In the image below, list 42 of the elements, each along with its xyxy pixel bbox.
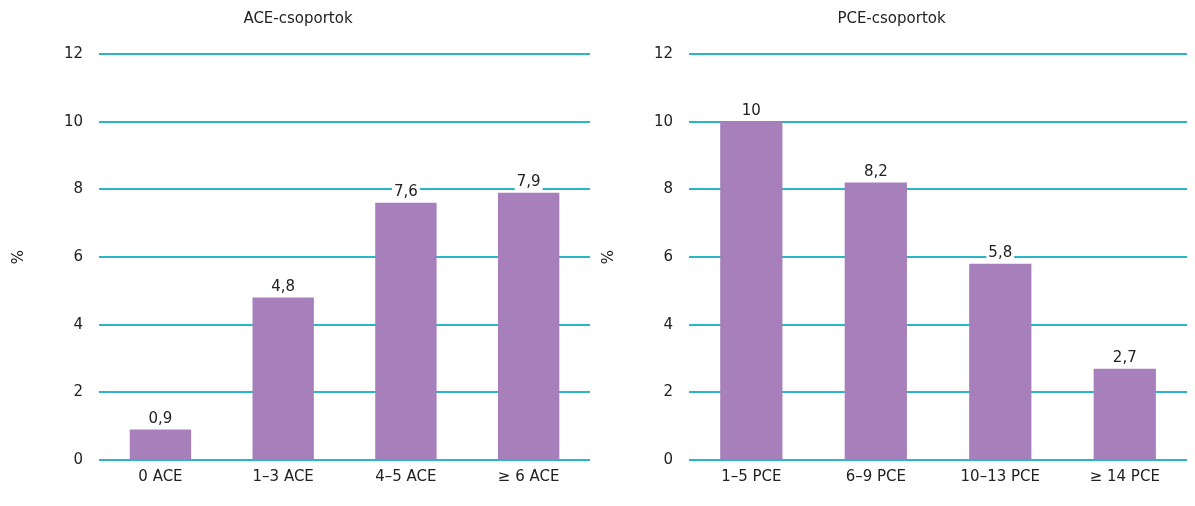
x-tick-label: 4–5 ACE — [375, 466, 437, 485]
x-tick-label: 1–5 PCE — [721, 466, 782, 485]
y-tick-label: 12 — [63, 43, 84, 62]
y-axis-title: % — [598, 249, 617, 265]
y-tick-label: 8 — [73, 179, 84, 198]
y-tick-label: 4 — [663, 314, 674, 333]
y-tick-label: 0 — [663, 449, 674, 468]
data-label: 8,2 — [863, 161, 888, 180]
x-tick-label: 10–13 PCE — [960, 466, 1041, 485]
bar — [720, 121, 783, 459]
data-label: 10 — [741, 101, 761, 120]
bar — [844, 182, 907, 459]
y-tick-label: 12 — [653, 43, 674, 62]
bar — [1093, 368, 1156, 459]
bar — [252, 297, 314, 459]
y-tick-label: 6 — [663, 246, 674, 265]
y-axis-title: % — [8, 249, 27, 265]
y-tick-label: 10 — [63, 111, 84, 130]
x-tick-label: 0 ACE — [138, 466, 183, 485]
x-tick-label: 6–9 PCE — [845, 466, 906, 485]
y-tick-label: 2 — [73, 382, 84, 401]
bar — [375, 202, 437, 459]
x-tick-label: 1–3 ACE — [252, 466, 314, 485]
x-tick-label: ≥ 14 PCE — [1089, 466, 1160, 485]
data-label: 0,9 — [148, 408, 173, 427]
bar — [497, 192, 560, 459]
y-tick-label: 2 — [663, 382, 674, 401]
y-tick-label: 8 — [663, 179, 674, 198]
y-tick-label: 0 — [73, 449, 84, 468]
bar — [969, 263, 1032, 459]
data-label: 7,9 — [516, 172, 541, 191]
bar — [129, 429, 192, 459]
chart-title: PCE-csoportok — [837, 8, 946, 27]
y-tick-label: 10 — [653, 111, 674, 130]
data-label: 4,8 — [271, 276, 296, 295]
y-tick-label: 4 — [73, 314, 84, 333]
x-tick-label: ≥ 6 ACE — [497, 466, 560, 485]
y-tick-label: 6 — [73, 246, 84, 265]
data-label: 5,8 — [988, 243, 1013, 262]
chart-title: ACE-csoportok — [243, 8, 353, 27]
data-label: 7,6 — [393, 182, 418, 201]
data-label: 2,7 — [1112, 348, 1137, 367]
